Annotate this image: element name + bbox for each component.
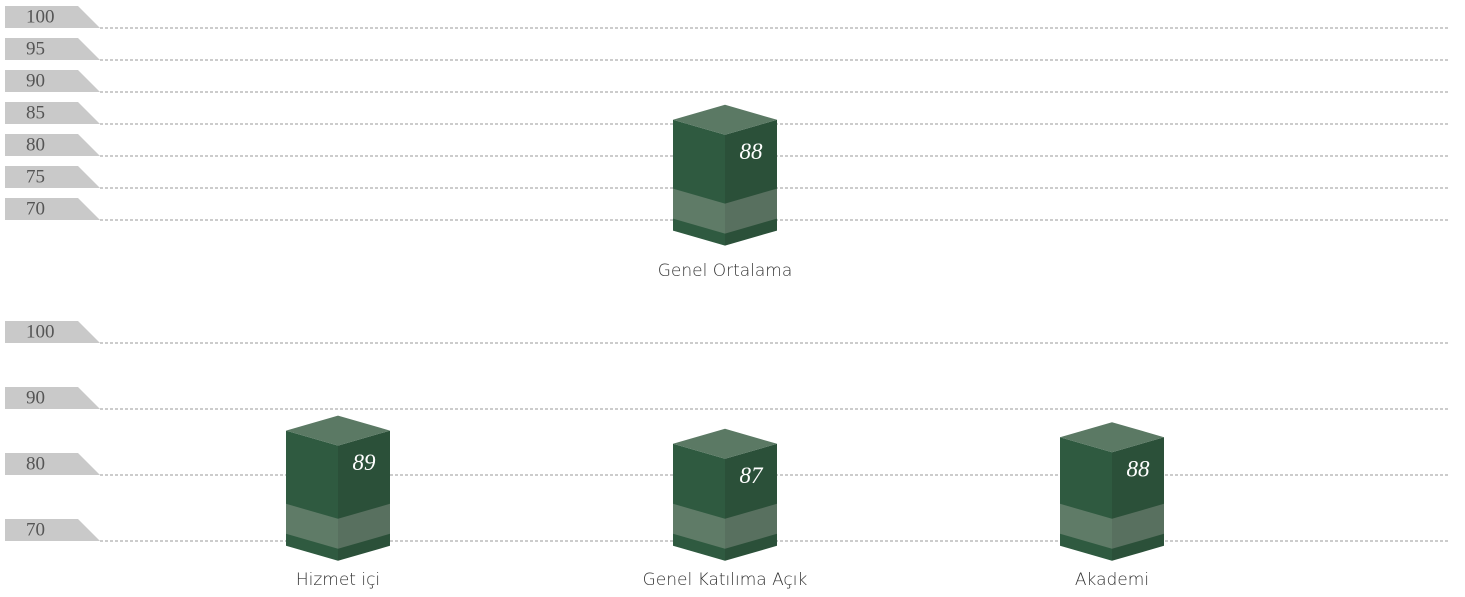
tick-tab [5,102,100,124]
tick-tab [5,519,100,541]
bar-left-band [1060,503,1112,549]
value-label: 87 [740,463,765,488]
bar [1060,422,1164,561]
value-label: 88 [740,139,764,164]
category-label: Genel Katılıma Açık [643,570,808,590]
bar-right-band [725,503,777,549]
y-tick-label: 100 [26,6,55,27]
bar-right-band [1112,503,1164,549]
tick-tab [5,6,100,28]
tick-tab [5,166,100,188]
bar-left-band [673,503,725,549]
category-label: Hizmet içi [296,570,380,590]
value-label: 88 [1127,456,1151,481]
tick-tab [5,38,100,60]
bar [673,104,777,246]
bar-top-face [1060,422,1164,453]
tick-tab [5,198,100,220]
y-tick-label: 95 [26,38,45,59]
bar-right-band [725,188,777,234]
y-tick-label: 75 [26,166,45,187]
bar-left-band [673,188,725,234]
tick-tab [5,134,100,156]
tick-tab [5,453,100,475]
y-tick-label: 80 [26,134,45,155]
bar-right-band [338,503,390,549]
y-tick-label: 70 [26,198,45,219]
tick-tab [5,387,100,409]
bar [673,428,777,561]
y-tick-label: 85 [26,102,45,123]
y-tick-label: 90 [26,387,45,408]
tick-tab [5,321,100,343]
bar-top-face [673,428,777,459]
bar-top-face [286,415,390,446]
y-tick-label: 90 [26,70,45,91]
y-tick-label: 80 [26,453,45,474]
category-label: Akademi [1075,570,1149,590]
tick-tab [5,70,100,92]
value-label: 89 [353,450,377,475]
bar-left-band [286,503,338,549]
y-tick-label: 70 [26,519,45,540]
y-tick-label: 100 [26,321,55,342]
bar-top-face [673,104,777,135]
category-label: Genel Ortalama [658,261,793,281]
bar [286,415,390,561]
